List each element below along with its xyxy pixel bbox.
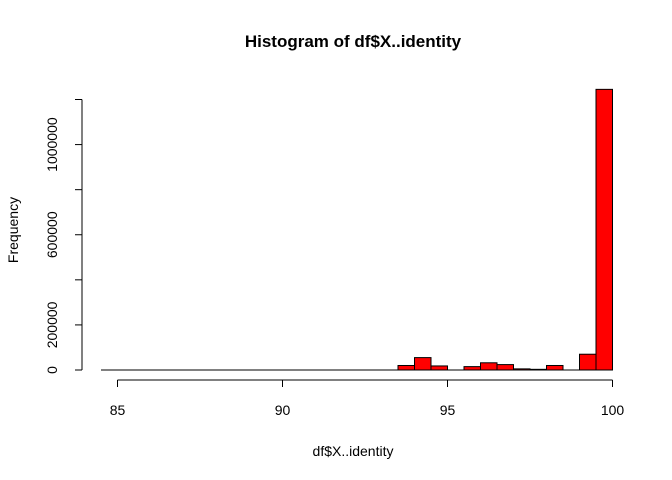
- histogram-bar: [397, 364, 415, 371]
- x-tick-label: 85: [110, 402, 126, 418]
- histogram-bar: [595, 88, 613, 371]
- histogram-bar: [480, 362, 498, 371]
- histogram-bar: [430, 365, 448, 371]
- x-axis: 85 90 95 100: [110, 379, 625, 418]
- y-tick-label: 1000000: [44, 117, 60, 172]
- histogram-bar: [546, 364, 564, 371]
- bars-group: [101, 88, 613, 371]
- y-tick-label: 0: [44, 366, 60, 374]
- y-tick-label: 600000: [44, 211, 60, 258]
- x-tick-label: 90: [275, 402, 291, 418]
- histogram-bar: [463, 366, 481, 371]
- histogram-bar: [579, 353, 597, 371]
- x-axis-label: df$X..identity: [313, 443, 394, 459]
- y-axis: 0 200000 600000 1000000: [44, 99, 83, 374]
- x-tick-label: 100: [601, 402, 625, 418]
- y-tick-label: 200000: [44, 301, 60, 348]
- y-axis-label: Frequency: [5, 197, 21, 263]
- histogram-bar: [496, 364, 514, 371]
- histogram-bar: [513, 368, 531, 371]
- chart-title: Histogram of df$X..identity: [245, 32, 462, 51]
- histogram-bar: [414, 357, 432, 371]
- histogram-bar: [529, 368, 547, 371]
- x-tick-label: 95: [440, 402, 456, 418]
